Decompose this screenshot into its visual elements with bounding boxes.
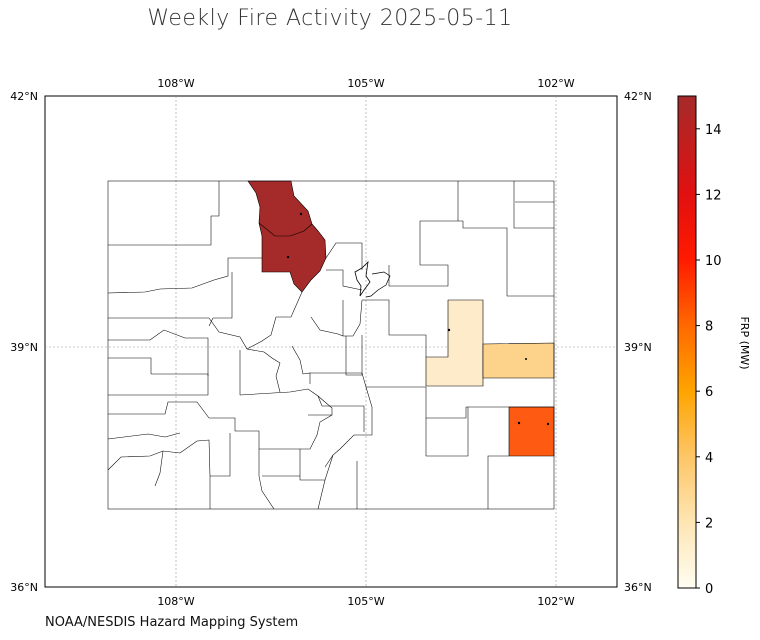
- colorbar-tick-label: 8: [705, 320, 713, 335]
- bottom-tick-108w: 108°W: [157, 595, 194, 608]
- metro-boundaries: [365, 271, 391, 298]
- denver-boundaries: [354, 260, 371, 297]
- fire-counties: [247, 180, 555, 457]
- left-tick-42n: 42°N: [10, 90, 38, 103]
- county-lincoln: [425, 299, 484, 387]
- county-boundaries: [107, 180, 555, 510]
- right-tick-39n: 39°N: [624, 341, 652, 354]
- colorbar-gradient: [677, 95, 697, 589]
- fire-point: [447, 328, 451, 332]
- colorbar-tick-label: 12: [705, 188, 722, 203]
- fire-point: [286, 255, 290, 259]
- colorbar-tick-label: 2: [705, 516, 713, 531]
- left-tick-36n: 36°N: [10, 581, 38, 594]
- credit-text: NOAA/NESDIS Hazard Mapping System: [45, 615, 299, 630]
- left-tick-39n: 39°N: [10, 341, 38, 354]
- county-prowers: [508, 406, 555, 457]
- bottom-tick-102w: 102°W: [537, 595, 574, 608]
- colorbar-tick-label: 4: [705, 451, 713, 466]
- axis-labels: 108°W 105°W 102°W 108°W 105°W 102°W 42°N…: [10, 77, 651, 608]
- map-title: Weekly Fire Activity 2025-05-11: [147, 6, 513, 31]
- right-tick-42n: 42°N: [624, 90, 652, 103]
- map-frame: [44, 95, 618, 588]
- fire-point: [546, 422, 550, 426]
- bottom-tick-105w: 105°W: [347, 595, 384, 608]
- colorbar-tick-label: 6: [705, 385, 713, 400]
- colorbar-label: FRP (MW): [738, 316, 751, 369]
- county-kit-carson: [482, 342, 555, 379]
- fire-detections: [286, 212, 550, 426]
- fire-point: [525, 358, 527, 360]
- colorbar-tick-label: 10: [705, 254, 722, 269]
- fire-point: [517, 421, 521, 425]
- top-tick-105w: 105°W: [347, 77, 384, 90]
- right-tick-36n: 36°N: [624, 581, 652, 594]
- colorbar-ticks: 0 2 4 6 8 10 12 14: [696, 123, 722, 597]
- colorado-state-outline: [107, 180, 555, 510]
- colorbar-tick-label: 0: [705, 582, 713, 597]
- colorbar-tick-label: 14: [705, 123, 722, 138]
- county-boundary-grand: [258, 222, 313, 237]
- top-tick-102w: 102°W: [537, 77, 574, 90]
- colorbar: 0 2 4 6 8 10 12 14 FRP (MW): [677, 95, 751, 597]
- fire-point: [299, 212, 303, 216]
- top-tick-108w: 108°W: [157, 77, 194, 90]
